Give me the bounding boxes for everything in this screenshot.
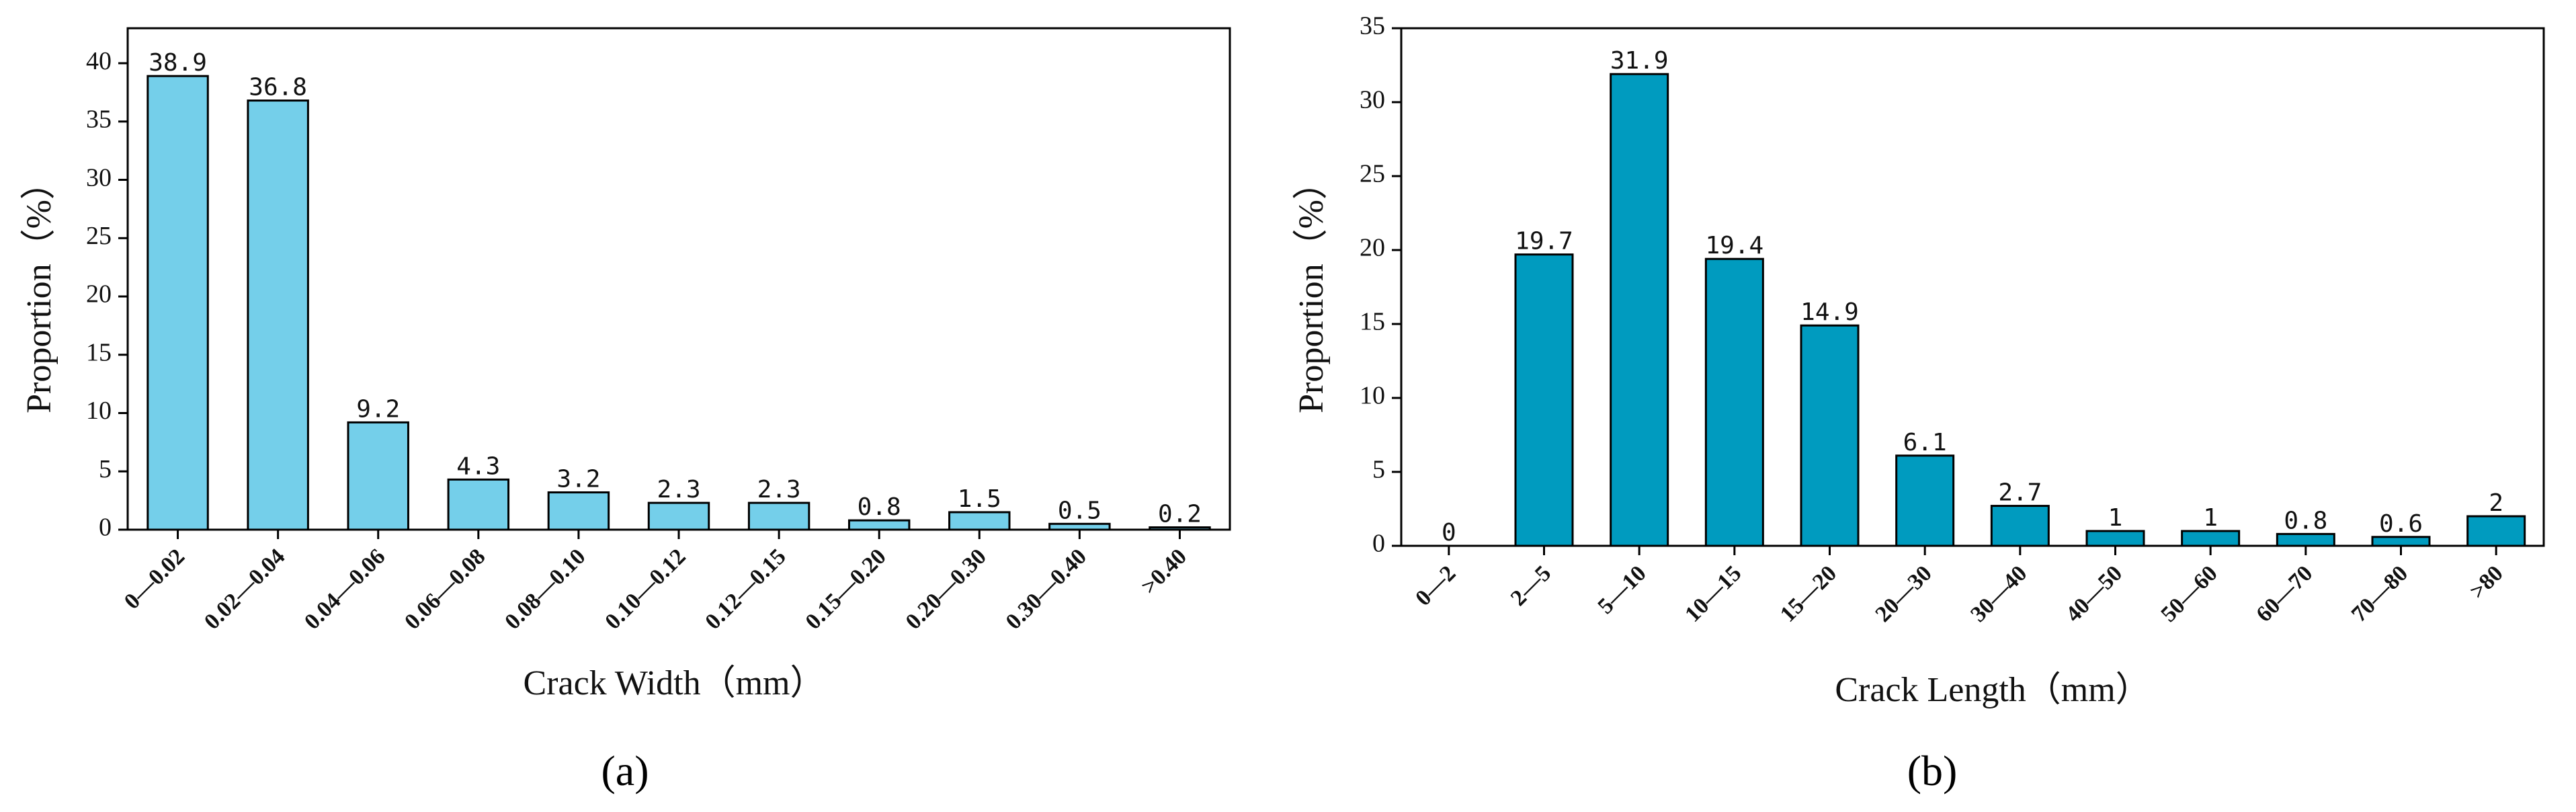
x-tick-label-a: 0.10—0.12 (600, 544, 690, 634)
bar-a (1048, 522, 1111, 531)
data-label-a: 9.2 (356, 395, 400, 423)
bar-a (347, 421, 409, 531)
bar-a (147, 75, 209, 531)
data-label-a: 0.2 (1158, 501, 1202, 528)
y-tick-label-a: 5 (99, 455, 112, 483)
y-tick-label-a: 25 (86, 222, 112, 250)
plot-frame-b (1400, 27, 2545, 547)
x-tick-label-a: 0—0.02 (120, 544, 190, 614)
data-label-b: 0 (1442, 519, 1456, 546)
x-tick-label-b: 2—5 (1506, 561, 1556, 610)
bar-b (1514, 253, 1574, 547)
data-label-a: 0.5 (1058, 497, 1102, 524)
data-label-b: 2.7 (1998, 479, 2042, 507)
data-label-a: 36.8 (249, 74, 307, 102)
bar-a (547, 491, 610, 531)
bar-b (2371, 536, 2431, 547)
y-tick-label-a: 10 (86, 397, 112, 425)
data-label-b: 31.9 (1610, 47, 1669, 75)
bar-b (2085, 530, 2145, 547)
x-tick-label-a: >0.40 (1136, 544, 1192, 599)
x-tick-label-b: >80 (2465, 561, 2508, 604)
y-tick-label-a: 20 (86, 280, 112, 309)
bar-a (647, 501, 710, 531)
y-tick-label-b: 0 (1372, 530, 1385, 558)
x-axis-title-b: Crack Length（mm） (1835, 671, 2150, 709)
y-tick-label-b: 20 (1360, 234, 1385, 262)
data-label-a: 3.2 (556, 465, 600, 493)
x-tick-label-b: 0—2 (1411, 561, 1460, 610)
y-tick-label-a: 40 (86, 47, 112, 75)
x-tick-label-a: 0.20—0.30 (901, 544, 991, 634)
y-tick-label-b: 5 (1372, 456, 1385, 484)
x-tick-label-b: 60—70 (2251, 561, 2317, 626)
data-label-b: 6.1 (1903, 429, 1947, 456)
data-label-b: 19.7 (1515, 228, 1573, 255)
data-label-b: 0.8 (2284, 507, 2327, 534)
x-tick-label-a: 0.06—0.08 (400, 544, 490, 634)
bar-b (2181, 530, 2241, 547)
bar-b (2276, 532, 2335, 547)
y-tick-label-a: 15 (86, 338, 112, 366)
bar-a (847, 519, 911, 531)
bar-a (447, 478, 510, 531)
chart-panel-b: Proportion（%） Crack Length（mm） (b) 05101… (1292, 12, 2545, 795)
data-label-b: 2 (2489, 489, 2503, 517)
y-axis-title-b: Proportion（%） (1292, 165, 1331, 413)
y-tick-label-b: 35 (1360, 12, 1385, 40)
data-label-b: 0.6 (2379, 510, 2423, 538)
chart-panel-a: Proportion（%） Crack Width（mm） (a) 0 5 10 15… (20, 27, 1231, 795)
y-tick-label-b: 15 (1360, 308, 1385, 336)
x-tick-label-a: 0.02—0.04 (200, 544, 290, 634)
y-tick-label-b: 25 (1360, 160, 1385, 188)
x-tick-label-b: 20—30 (1871, 561, 1937, 626)
data-label-a: 38.9 (149, 49, 207, 77)
bar-b (1704, 257, 1764, 547)
data-label-b: 14.9 (1800, 298, 1859, 326)
bar-b (1990, 505, 2050, 547)
panel-label-b: (b) (1907, 747, 1958, 795)
x-tick-label-b: 50—60 (2157, 561, 2222, 626)
x-tick-label-b: 40—50 (2061, 561, 2127, 626)
data-label-a: 1.5 (958, 485, 1001, 513)
y-tick-label-a: 35 (86, 106, 112, 134)
bar-b (1610, 73, 1669, 547)
x-tick-label-a: 0.12—0.15 (700, 544, 790, 634)
bar-a (948, 511, 1011, 531)
data-label-a: 0.8 (858, 493, 901, 521)
data-label-a: 2.3 (757, 476, 801, 503)
x-tick-label-a: 0.04—0.06 (300, 544, 390, 634)
y-tick-label-a: 30 (86, 163, 112, 192)
y-tick-label-b: 10 (1360, 382, 1385, 410)
data-label-a: 2.3 (657, 476, 700, 503)
bar-b (1895, 454, 1955, 547)
x-tick-label-b: 70—80 (2347, 561, 2413, 626)
data-label-a: 4.3 (456, 452, 500, 480)
bar-b (1800, 324, 1860, 547)
x-tick-label-a: 0.30—0.40 (1001, 544, 1091, 634)
x-tick-label-b: 10—15 (1680, 561, 1746, 626)
data-label-b: 1 (2108, 504, 2123, 532)
x-tick-label-a: 0.08—0.10 (500, 544, 590, 634)
data-label-b: 19.4 (1705, 232, 1763, 259)
x-tick-label-b: 30—40 (1966, 561, 2032, 626)
bar-a (747, 501, 811, 531)
panel-label-a: (a) (601, 747, 649, 795)
y-axis-title-a: Proportion（%） (20, 165, 58, 413)
x-tick-label-b: 5—10 (1593, 561, 1651, 618)
bar-a (247, 99, 309, 531)
data-label-b: 1 (2203, 504, 2218, 532)
x-tick-label-a: 0.15—0.20 (800, 544, 890, 634)
x-axis-title-a: Crack Width（mm） (523, 664, 825, 702)
y-tick-label-a: 0 (99, 514, 112, 542)
bar-b (2466, 515, 2526, 547)
x-tick-label-b: 15—20 (1776, 561, 1841, 626)
y-tick-label-b: 30 (1360, 86, 1385, 114)
